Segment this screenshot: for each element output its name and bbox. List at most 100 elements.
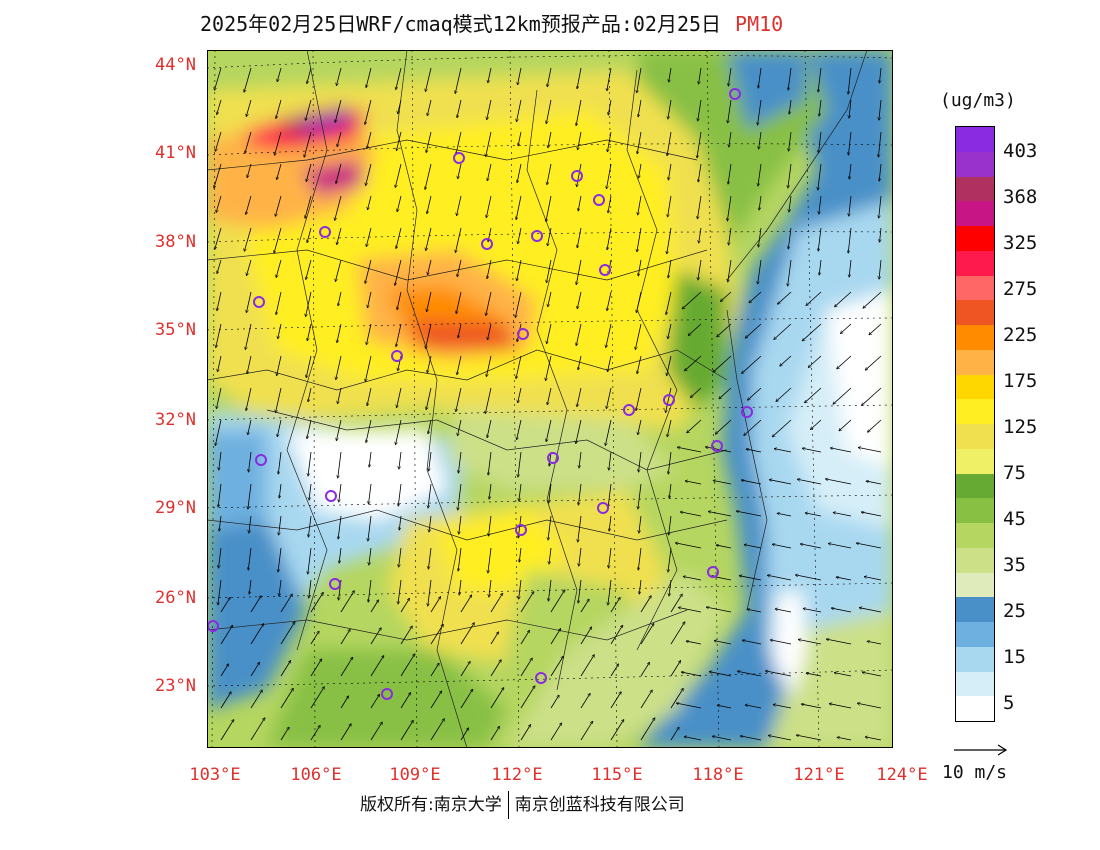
wind-vector [280, 594, 292, 613]
wind-vector [713, 480, 732, 485]
wind-vector [308, 515, 312, 537]
wind-vector [279, 579, 282, 596]
wind-vector [278, 451, 282, 474]
wind-vector [245, 323, 252, 349]
wind-vector [219, 451, 222, 470]
legend-swatch [956, 498, 994, 523]
wind-vector [220, 720, 234, 741]
wind-vector [427, 355, 432, 373]
wind-vector [640, 662, 649, 677]
wind-vector [216, 323, 222, 347]
wind-vector [550, 723, 562, 741]
wind-vector [369, 483, 372, 504]
wind-vector [336, 163, 342, 183]
legend-label: 325 [1003, 232, 1038, 254]
legend-swatch [956, 226, 994, 251]
wind-vector [609, 547, 612, 568]
wind-vector [250, 662, 259, 677]
wind-vector [608, 99, 612, 115]
wind-vector [780, 355, 792, 366]
wind-vector [487, 419, 492, 438]
legend-swatch [956, 127, 994, 152]
wind-vector [819, 195, 822, 214]
wind-vector [668, 451, 672, 474]
wind-vector [246, 291, 252, 312]
wind-vector [668, 163, 672, 180]
wind-vector [245, 131, 252, 153]
wind-vector [547, 323, 552, 344]
station-marker [391, 350, 403, 362]
wind-vector [489, 515, 492, 536]
wind-vector [548, 579, 552, 601]
wind-vector [687, 419, 702, 433]
wind-vector [459, 579, 462, 595]
wind-vector [365, 99, 372, 124]
wind-vector [713, 355, 732, 372]
station-marker [663, 394, 675, 406]
wind-vector [547, 163, 552, 185]
wind-vector [676, 543, 702, 549]
wind-vector [366, 419, 372, 442]
wind-vector [280, 688, 293, 709]
wind-vector [460, 595, 472, 613]
wind-vector [546, 99, 552, 124]
station-marker [329, 578, 341, 590]
wind-vector [879, 259, 882, 279]
wind-vector [578, 483, 582, 505]
reference-vector-arrow-icon [954, 744, 1008, 756]
wind-vector [748, 387, 762, 400]
wind-vector [577, 67, 582, 89]
wind-vector [336, 355, 342, 379]
wind-vector [367, 131, 372, 148]
wind-vector [547, 227, 552, 246]
title-text: 2025年02月25日WRF/cmaq模式12km预报产品:02月25日 [200, 12, 722, 36]
wind-vector [399, 451, 402, 469]
wind-vector [635, 323, 642, 349]
station-marker [535, 672, 547, 684]
legend-label: 275 [1003, 278, 1038, 300]
wind-vector [768, 735, 792, 741]
wind-vector [310, 726, 320, 741]
wind-vector [669, 67, 672, 82]
wind-vector [549, 547, 552, 564]
wind-vector [796, 575, 822, 581]
wind-vector [218, 579, 222, 605]
wind-vector [803, 608, 822, 613]
wind-vector [670, 688, 683, 709]
wind-vector [430, 624, 443, 645]
legend-swatch [956, 325, 994, 350]
legend-label: 25 [1003, 600, 1026, 622]
wind-vector [550, 695, 559, 709]
station-marker [255, 454, 267, 466]
wind-vector [607, 67, 612, 91]
wind-vector [638, 99, 642, 117]
wind-vector [788, 67, 792, 90]
wind-vector [516, 355, 522, 378]
wind-vector [398, 483, 402, 506]
wind-vector [396, 419, 402, 444]
wind-vector [608, 579, 612, 605]
wind-vector [802, 448, 822, 453]
wind-vector [747, 609, 762, 613]
wind-vector [276, 99, 282, 118]
wind-vector [636, 291, 642, 312]
wind-vector [400, 626, 412, 645]
wind-vector [789, 195, 792, 212]
wind-vector [667, 355, 672, 376]
map-canvas [207, 50, 893, 748]
wind-vector [426, 227, 432, 250]
wind-vector [670, 594, 682, 613]
wind-vector [307, 323, 312, 341]
wind-vector [486, 131, 492, 156]
copyright-separator [507, 791, 509, 819]
legend-label: 35 [1003, 554, 1026, 576]
wind-vector [788, 163, 792, 188]
legend-label: 5 [1003, 692, 1015, 714]
wind-vector [304, 131, 312, 157]
wind-vector [640, 596, 651, 613]
wind-vector [681, 672, 702, 677]
wind-vector [859, 608, 882, 613]
wind-vector [879, 67, 882, 83]
wind-vector [395, 163, 402, 187]
wind-vector [546, 355, 552, 380]
